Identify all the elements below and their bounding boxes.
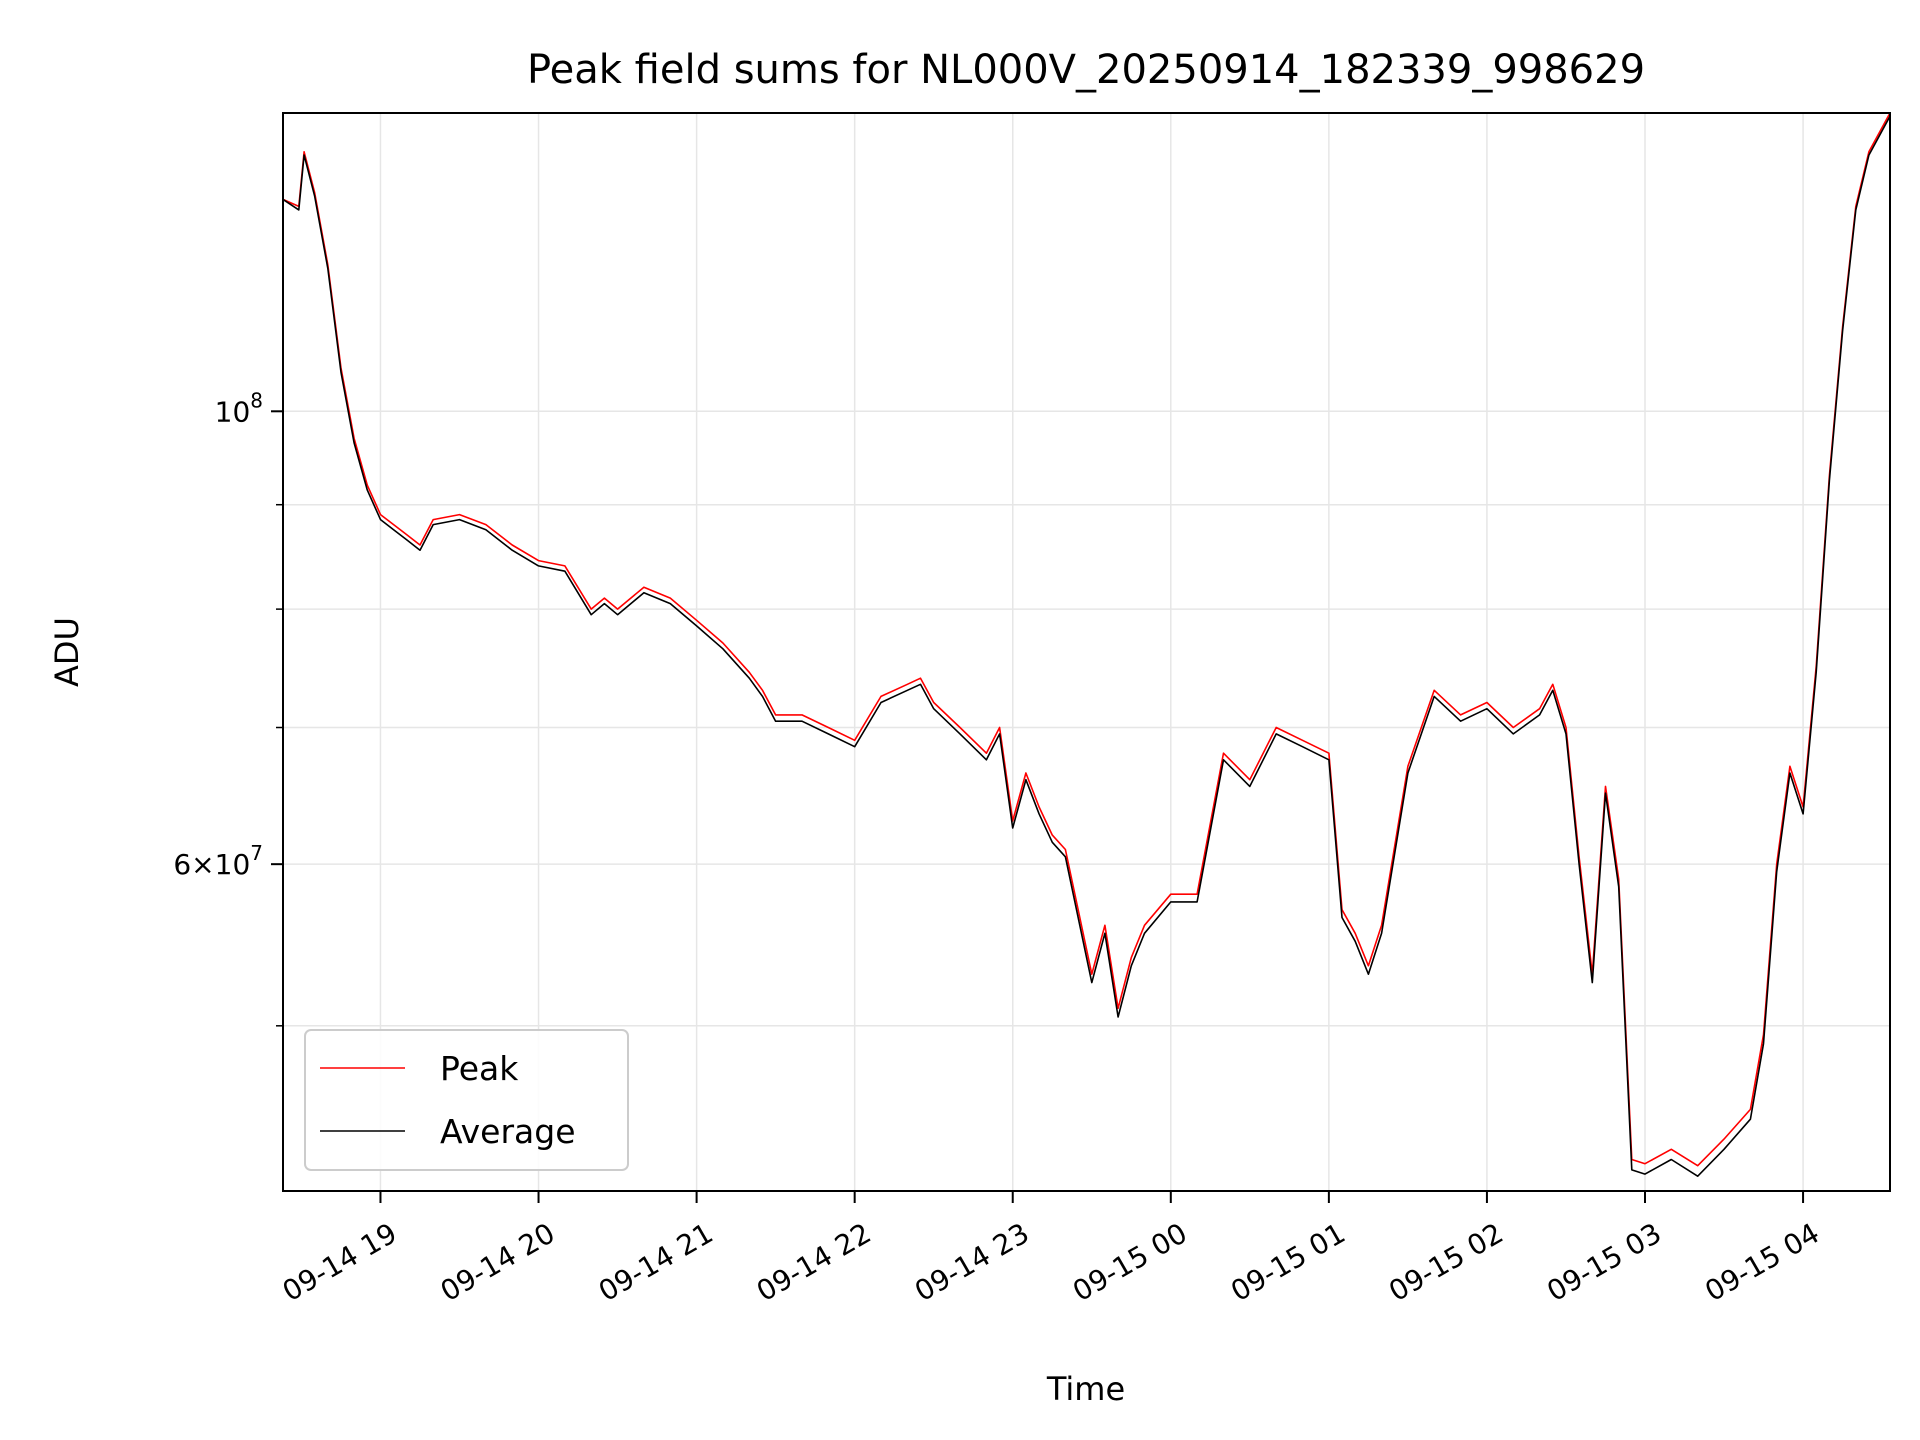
chart-title: Peak field sums for NL000V_20250914_1823… (527, 47, 1645, 93)
grid (283, 113, 1890, 1191)
x-axis-label: Time (1046, 1370, 1125, 1408)
series-line-peak (282, 112, 1891, 1167)
series-layer (282, 112, 1891, 1177)
series-line-average (282, 115, 1891, 1177)
legend-label-peak: Peak (440, 1049, 519, 1088)
y-tick-label: 108 (215, 388, 263, 428)
y-tick-label: 6×107 (173, 841, 263, 881)
legend-label-average: Average (440, 1112, 576, 1151)
y-axis-label: ADU (48, 617, 86, 687)
legend: Peak Average (304, 1029, 629, 1171)
plot-frame (282, 112, 1891, 1192)
y-axis: 108 6×107 (173, 388, 283, 1027)
legend-box (304, 1029, 629, 1171)
